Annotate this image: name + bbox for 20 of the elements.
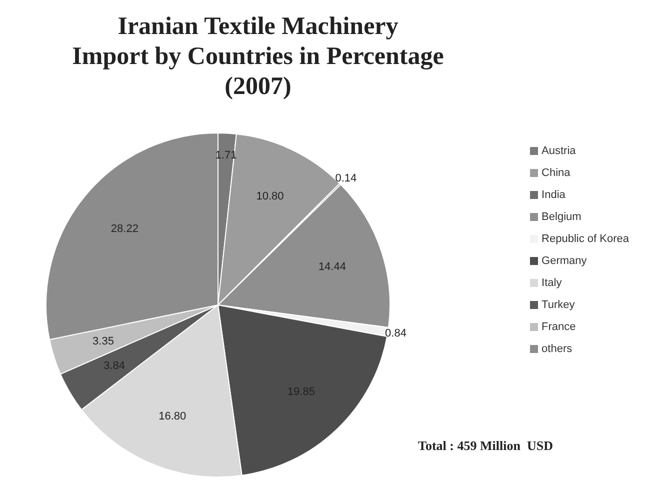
legend-label: Italy: [542, 277, 562, 289]
text: Total : 459 Million USD: [418, 438, 553, 454]
legend-label: Belgium: [542, 211, 582, 223]
data-label: 28.22: [110, 222, 138, 235]
data-label: 3.84: [104, 360, 126, 372]
legend-label: Turkey: [542, 299, 575, 311]
legend-label: France: [542, 321, 576, 333]
data-label: 0.14: [335, 172, 357, 184]
legend-label: China: [542, 167, 570, 179]
legend-label: others: [542, 343, 572, 355]
legend-label: Republic of Korea: [542, 233, 629, 245]
data-label: 14.44: [318, 260, 346, 273]
chart-title: Iranian Textile Machinery Import by Countries in Percentage (2007): [71, 12, 445, 102]
legend-label: Austria: [542, 145, 576, 157]
legend-label: Germany: [542, 255, 587, 267]
data-label: 10.80: [256, 190, 284, 202]
data-label: 0.84: [385, 327, 406, 340]
data-label: 16.80: [158, 410, 186, 422]
data-label: 3.35: [92, 335, 114, 348]
legend-label: India: [542, 189, 566, 201]
